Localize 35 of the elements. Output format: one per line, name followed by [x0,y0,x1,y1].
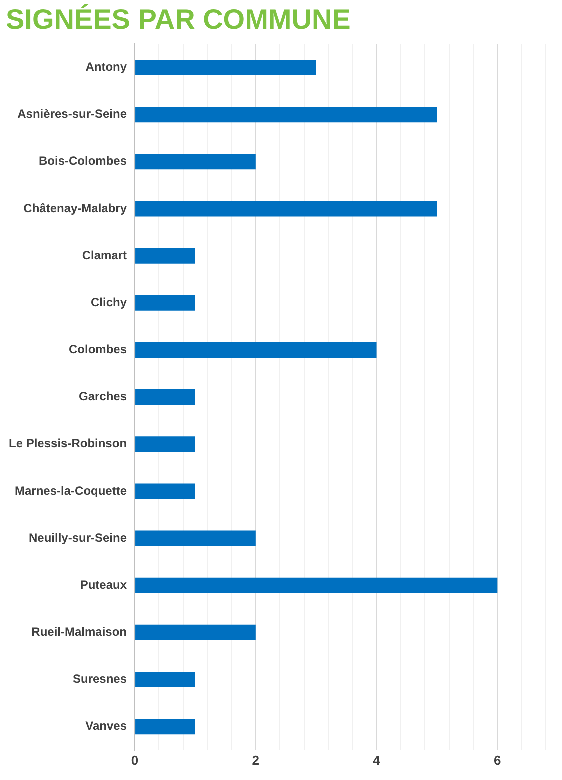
bar [136,201,438,217]
bar [136,578,498,594]
chart-title: SIGNÉES PAR COMMUNE [5,3,352,35]
bar [136,154,256,170]
bar [136,390,196,406]
y-tick-label: Le Plessis-Robinson [8,436,128,451]
y-tick-label: Clamart [82,248,128,262]
y-tick-label: Asnières-sur-Seine [18,107,128,122]
y-tick-label: Neuilly-sur-Seine [28,530,128,545]
bar [136,60,316,76]
y-tick-label: Colombes [69,342,128,357]
bar [136,248,196,264]
y-tick-label: Antony [86,60,128,74]
bar [136,672,196,688]
y-tick-label: Vanves [86,719,128,734]
bar [136,436,196,452]
y-tick-label: Châtenay-Malabry [24,201,128,216]
bar [136,484,196,500]
x-tick-label: 6 [494,752,502,768]
bar [136,107,438,123]
y-tick-label: Garches [78,390,128,404]
x-tick-label: 2 [252,752,260,768]
y-tick-label: Marnes-la-Coquette [15,484,128,498]
bar [136,295,196,311]
bar [136,530,256,546]
x-tick-label: 0 [131,752,139,768]
bar [136,624,256,640]
bar [136,719,196,735]
y-tick-label: Bois-Colombes [39,154,128,168]
bar [136,342,377,358]
y-tick-label: Clichy [91,295,128,310]
x-tick-label: 4 [373,752,382,768]
y-tick-label: Puteaux [80,578,128,592]
y-tick-label: Rueil-Malmaison [32,625,128,640]
y-tick-label: Suresnes [72,672,128,686]
